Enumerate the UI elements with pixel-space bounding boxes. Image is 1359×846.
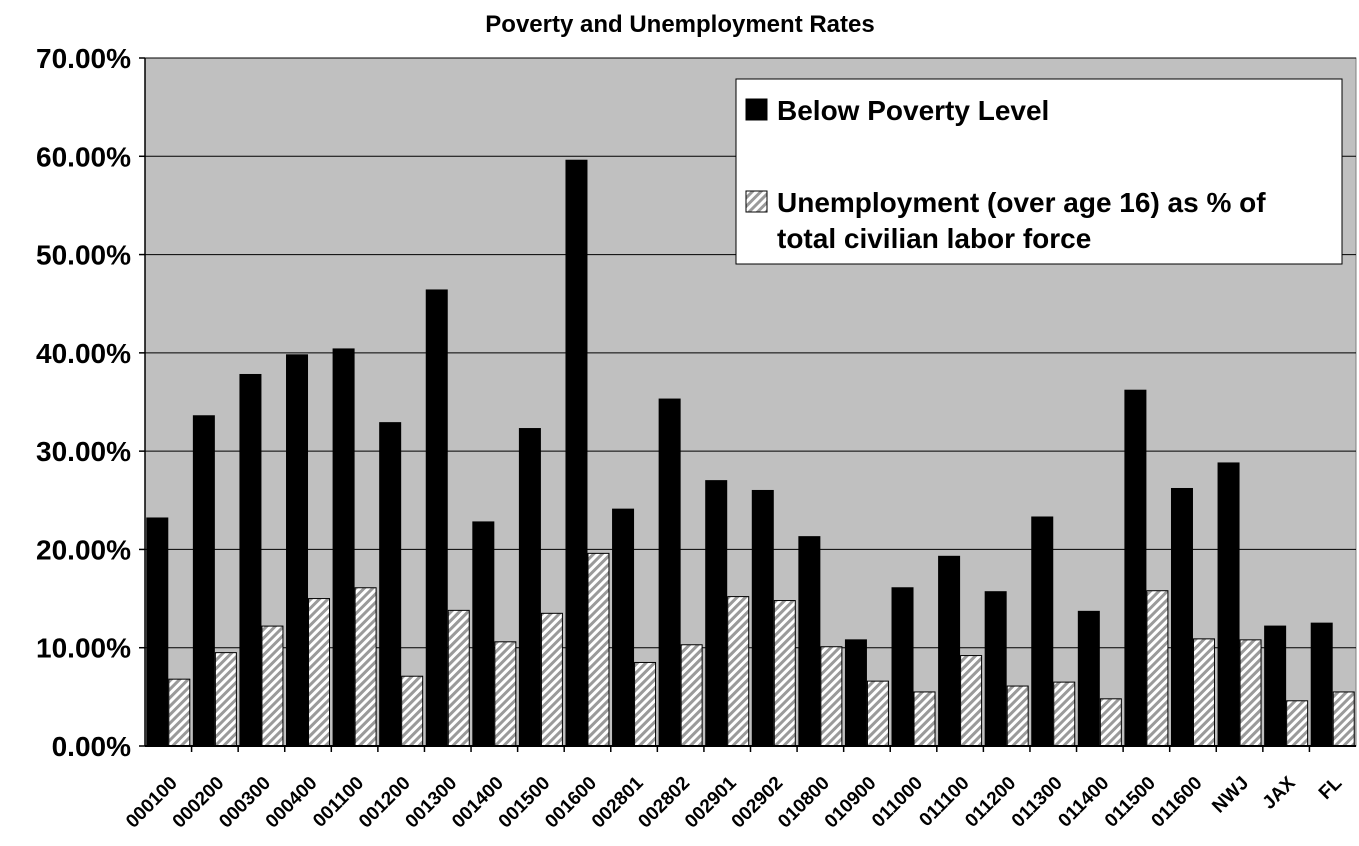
- y-tick-label: 60.00%: [36, 141, 131, 172]
- y-tick-label: 20.00%: [36, 534, 131, 565]
- bar-unemployment: [866, 680, 889, 747]
- bar-poverty: [1217, 462, 1240, 747]
- x-tick-label: 011200: [961, 773, 1020, 832]
- y-tick-label: 70.00%: [36, 43, 131, 74]
- legend-box: [735, 78, 1343, 265]
- x-tick-label: 002901: [681, 772, 741, 832]
- legend-label-poverty: Below Poverty Level: [777, 95, 1049, 126]
- bar-unemployment: [354, 587, 377, 747]
- legend-label-unemployment-line1: Unemployment (over age 16) as % of: [777, 187, 1266, 218]
- x-tick-label: 000300: [215, 773, 275, 833]
- x-tick-label: 011100: [915, 773, 973, 831]
- bar-poverty: [984, 591, 1007, 747]
- bar-poverty: [472, 521, 495, 747]
- bar-poverty: [1031, 516, 1054, 747]
- bar-poverty: [705, 480, 728, 747]
- x-tick-label: 002801: [588, 772, 648, 832]
- x-tick-label: 011600: [1148, 773, 1207, 832]
- bar-poverty: [146, 517, 169, 747]
- bar-poverty: [192, 415, 215, 747]
- bar-poverty: [239, 373, 262, 747]
- bar-unemployment: [913, 691, 936, 747]
- bar-poverty: [658, 398, 681, 747]
- bar-unemployment: [960, 655, 983, 747]
- x-tick-label: 011300: [1008, 773, 1067, 832]
- bar-poverty: [1310, 622, 1333, 747]
- y-tick-label: 10.00%: [36, 633, 131, 664]
- bar-unemployment: [587, 552, 610, 747]
- y-axis-ticks: 0.00% 10.00% 20.00% 30.00% 40.00% 50.00% 60.00…: [36, 43, 145, 762]
- bar-unemployment: [1006, 685, 1029, 747]
- x-tick-label: FL: [1315, 772, 1347, 804]
- x-tick-label: 002902: [728, 773, 788, 833]
- x-tick-label: 001400: [448, 773, 508, 833]
- y-tick-label: 40.00%: [36, 338, 131, 369]
- x-tick-label: 010900: [821, 773, 881, 833]
- x-tick-label: NWJ: [1208, 773, 1253, 818]
- bars: [146, 159, 1355, 747]
- bar-unemployment: [1192, 638, 1215, 747]
- x-tick-label: 000200: [169, 773, 229, 833]
- bar-unemployment: [820, 646, 843, 747]
- y-tick-label: 0.00%: [52, 731, 131, 762]
- x-tick-label: 011500: [1101, 773, 1160, 832]
- bar-unemployment: [773, 600, 796, 747]
- bar-poverty: [1170, 487, 1193, 747]
- bar-unemployment: [1239, 639, 1262, 747]
- bar-unemployment: [1053, 681, 1076, 747]
- x-tick-label: 001200: [355, 773, 415, 833]
- bar-unemployment: [447, 609, 470, 747]
- x-tick-label: 011400: [1054, 773, 1113, 832]
- legend-swatch-poverty: [745, 98, 768, 121]
- bar-poverty: [844, 639, 867, 747]
- bar-poverty: [1124, 389, 1147, 747]
- bar-unemployment: [168, 678, 191, 747]
- legend-label-unemployment-line2: total civilian labor force: [777, 223, 1091, 254]
- bar-unemployment: [634, 661, 657, 747]
- bar-poverty: [938, 555, 961, 747]
- legend: Below Poverty Level Unemployment (over a…: [735, 78, 1343, 265]
- x-tick-label: 001500: [495, 773, 555, 833]
- bar-unemployment: [540, 612, 563, 747]
- bar-poverty: [751, 489, 774, 747]
- bar-poverty: [565, 159, 588, 747]
- x-tick-label: 000100: [122, 773, 182, 833]
- x-tick-label: 011000: [868, 773, 927, 832]
- bar-poverty: [518, 428, 541, 747]
- x-tick-label: 010800: [774, 773, 834, 833]
- bar-unemployment: [494, 641, 517, 747]
- bar-poverty: [798, 536, 821, 747]
- bar-unemployment: [401, 675, 424, 747]
- chart-title: Poverty and Unemployment Rates: [485, 11, 874, 38]
- bar-poverty: [1077, 610, 1100, 747]
- bar-unemployment: [261, 625, 284, 747]
- x-tick-label: 001600: [541, 773, 601, 833]
- x-tick-label: 000400: [262, 773, 322, 833]
- bar-unemployment: [214, 652, 237, 747]
- bar-unemployment: [308, 598, 331, 747]
- bar-poverty: [1264, 625, 1287, 747]
- x-axis-ticks: 0001000002000003000004000011000012000013…: [122, 746, 1347, 833]
- y-tick-label: 30.00%: [36, 436, 131, 467]
- bar-poverty: [379, 422, 402, 747]
- x-tick-label: 001300: [402, 773, 462, 833]
- bar-poverty: [891, 587, 914, 747]
- bar-poverty: [425, 289, 448, 747]
- x-tick-label: JAX: [1259, 772, 1300, 813]
- legend-swatch-unemployment: [745, 190, 768, 213]
- bar-poverty: [286, 354, 309, 747]
- bar-unemployment: [680, 644, 703, 747]
- bar-unemployment: [727, 596, 750, 747]
- y-tick-label: 50.00%: [36, 240, 131, 271]
- bar-unemployment: [1286, 700, 1309, 747]
- bar-unemployment: [1099, 698, 1122, 747]
- x-tick-label: 002802: [634, 773, 694, 833]
- bar-unemployment: [1146, 590, 1169, 747]
- bar-poverty: [332, 348, 355, 747]
- bar-poverty: [612, 508, 635, 747]
- bar-unemployment: [1332, 691, 1355, 747]
